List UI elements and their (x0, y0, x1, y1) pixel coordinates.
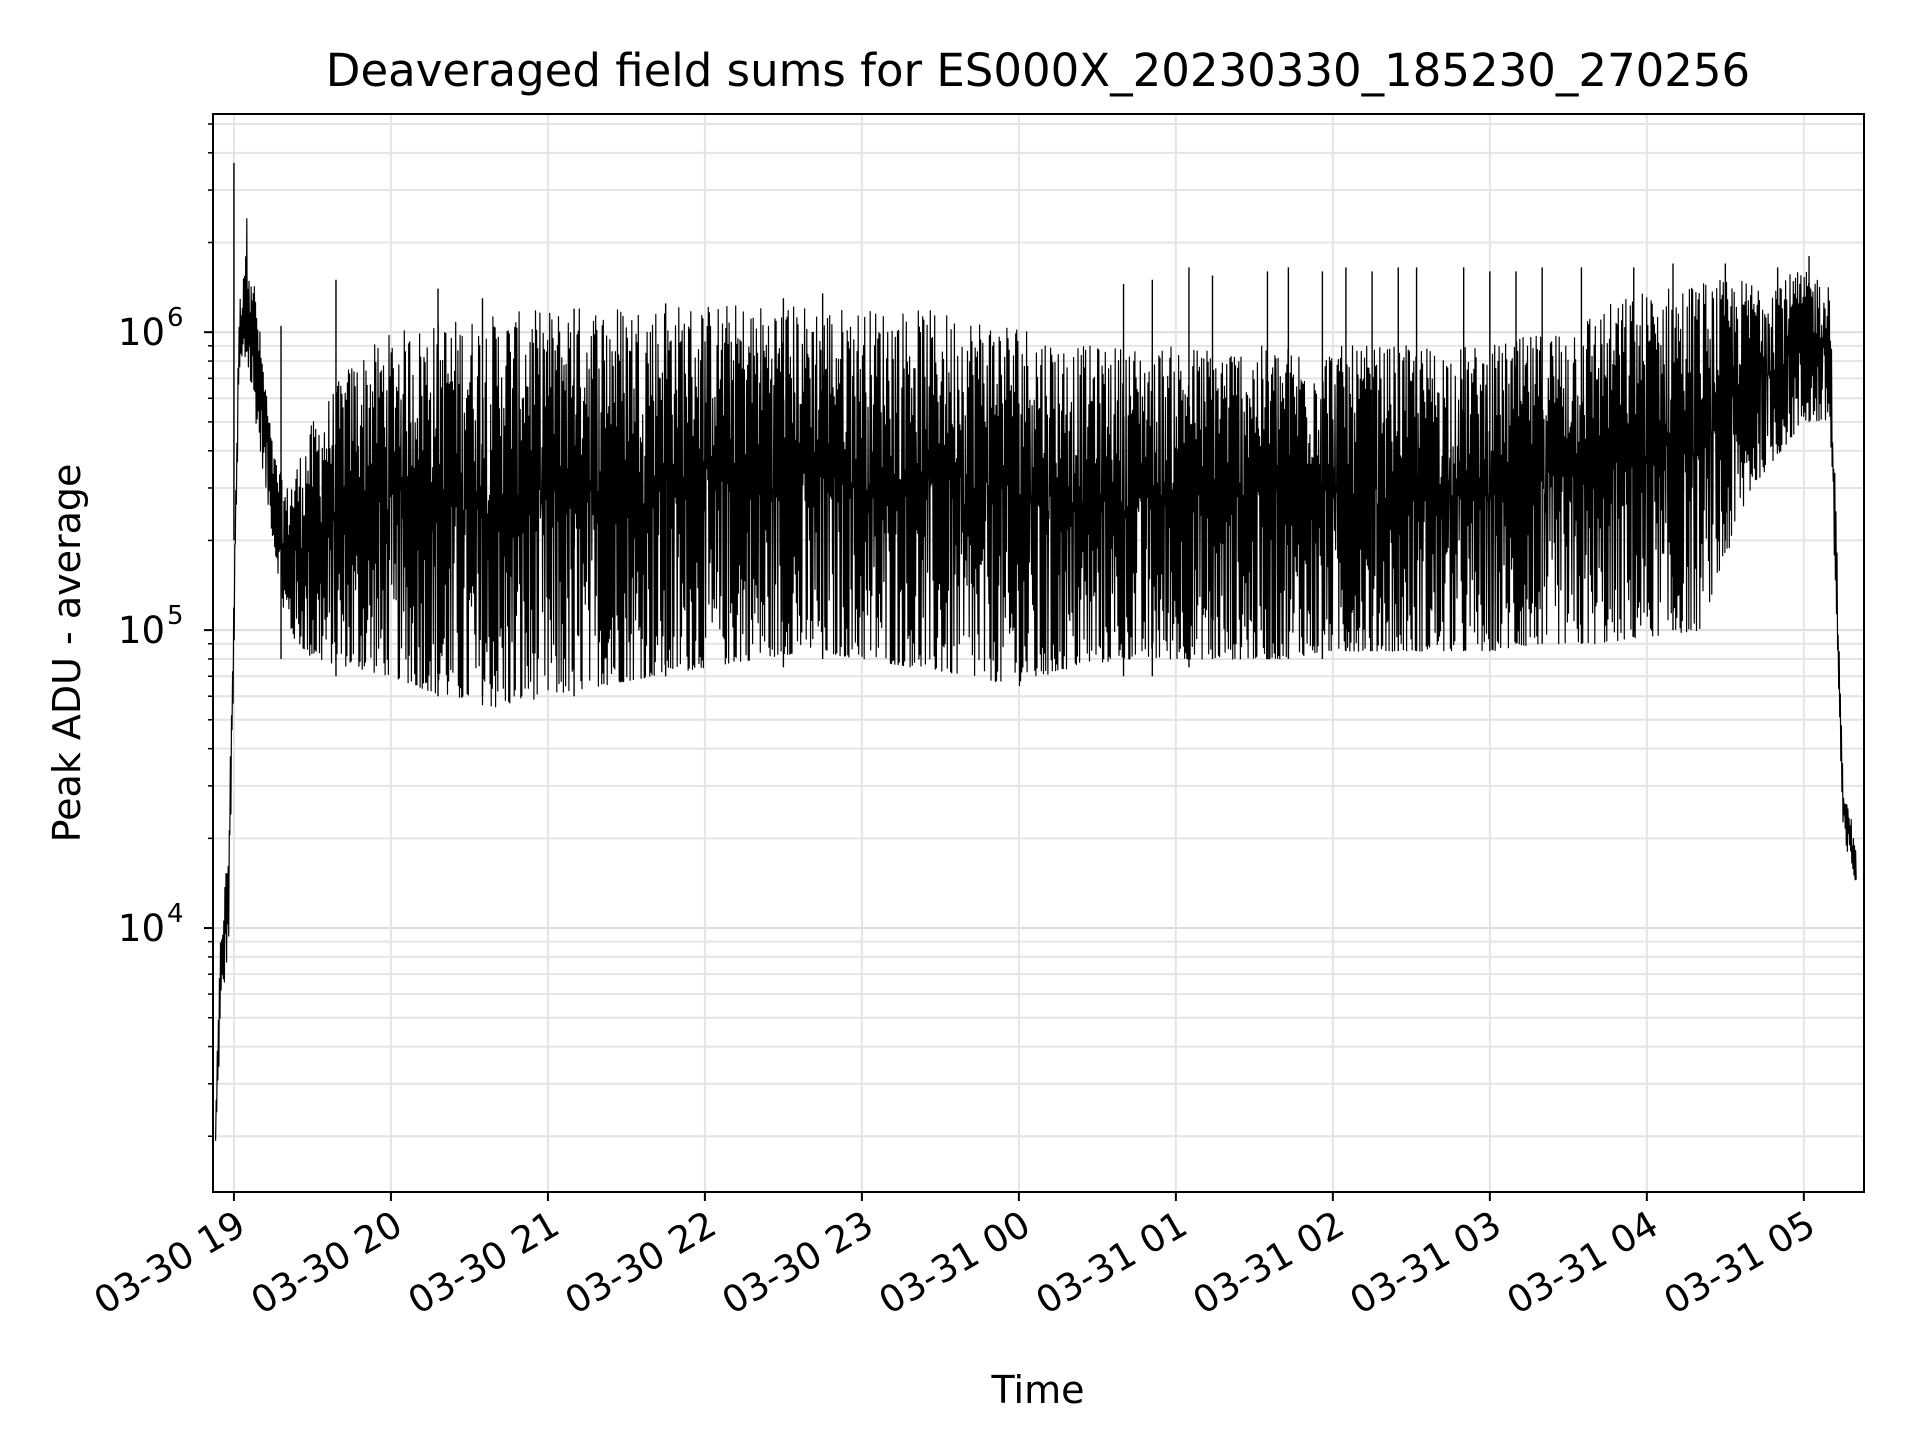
data-series (215, 162, 1857, 1141)
y-tick-exponent: 6 (167, 303, 184, 333)
y-axis-label: Peak ADU - average (45, 464, 89, 843)
y-tick-label: 10 (118, 609, 165, 652)
y-tick-label: 10 (118, 907, 165, 950)
y-tick-exponent: 4 (167, 899, 184, 929)
x-axis-label: Time (991, 1368, 1085, 1412)
y-tick-exponent: 5 (167, 601, 184, 631)
y-tick-label: 10 (118, 311, 165, 354)
chart-title: Deaveraged field sums for ES000X_2023033… (326, 44, 1750, 97)
plot-frame (212, 113, 1865, 1193)
series-line (215, 218, 1857, 1141)
